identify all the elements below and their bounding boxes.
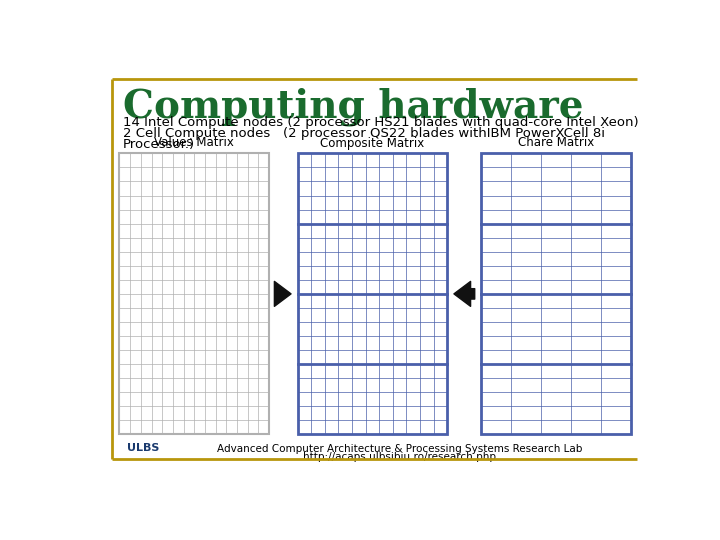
- Bar: [120, 153, 269, 434]
- Bar: [482, 153, 631, 434]
- Bar: [297, 153, 447, 434]
- Text: Chare Matrix: Chare Matrix: [518, 137, 594, 150]
- Text: http://acaps.ulbsibiu.ro/research.php: http://acaps.ulbsibiu.ro/research.php: [304, 452, 497, 462]
- Bar: [120, 153, 269, 434]
- Text: Values Matrix: Values Matrix: [154, 137, 234, 150]
- Text: Composite Matrix: Composite Matrix: [320, 137, 425, 150]
- Bar: [482, 153, 631, 434]
- Text: ULBS: ULBS: [127, 443, 159, 453]
- Text: Processor.): Processor.): [122, 138, 194, 151]
- Text: 14 Intel Compute nodes (2 processor HS21 blades with quad-core Intel Xeon): 14 Intel Compute nodes (2 processor HS21…: [122, 117, 638, 130]
- Text: Computing hardware: Computing hardware: [122, 88, 583, 126]
- Text: Advanced Computer Architecture & Processing Systems Research Lab: Advanced Computer Architecture & Process…: [217, 444, 582, 455]
- Bar: [297, 153, 447, 434]
- Text: 2 Cell Compute nodes   (2 processor QS22 blades withIBM PowerXCell 8i: 2 Cell Compute nodes (2 processor QS22 b…: [122, 127, 605, 140]
